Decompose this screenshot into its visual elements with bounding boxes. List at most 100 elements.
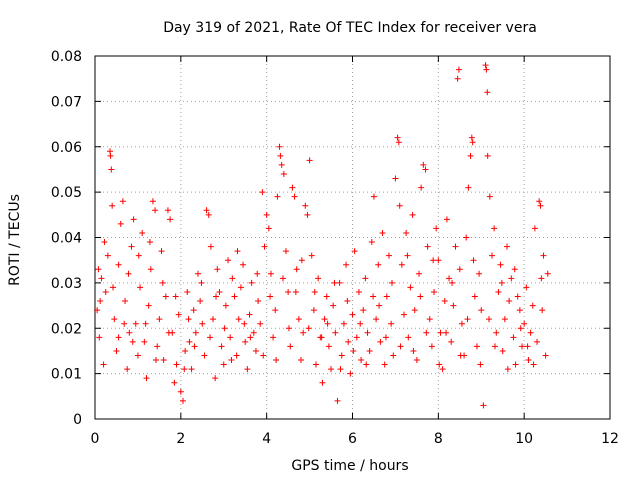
y-tick-label: 0.01 (51, 367, 82, 383)
data-point (121, 320, 128, 327)
data-point (225, 257, 232, 264)
data-point (248, 279, 255, 286)
data-point (124, 366, 131, 373)
data-point (424, 243, 431, 250)
data-point (182, 347, 189, 354)
data-point (205, 211, 212, 218)
data-point (504, 366, 511, 373)
data-point (246, 311, 253, 318)
data-point (396, 202, 403, 209)
data-point (181, 366, 188, 373)
data-point (538, 275, 545, 282)
data-point (357, 320, 364, 327)
data-point (185, 316, 192, 323)
data-point (448, 338, 455, 345)
data-point (403, 229, 410, 236)
data-point (379, 229, 386, 236)
data-point (388, 320, 395, 327)
data-point (310, 307, 317, 314)
data-point (273, 357, 280, 364)
data-point (101, 239, 108, 246)
data-point (469, 139, 476, 146)
data-point (480, 402, 487, 409)
y-tick-label: 0.07 (51, 94, 82, 110)
data-point (531, 225, 538, 232)
data-point (485, 316, 492, 323)
data-point (385, 252, 392, 259)
data-point (366, 347, 373, 354)
data-point (287, 343, 294, 350)
data-point (511, 266, 518, 273)
data-point (277, 152, 284, 159)
data-point (257, 320, 264, 327)
data-point (328, 366, 335, 373)
data-point (125, 270, 132, 277)
data-point (519, 343, 526, 350)
data-point (439, 366, 446, 373)
data-point (141, 338, 148, 345)
data-point (115, 261, 122, 268)
data-point (263, 211, 270, 218)
data-point (319, 379, 326, 386)
data-point (244, 366, 251, 373)
data-point (416, 270, 423, 277)
data-point (527, 329, 534, 336)
grid (95, 56, 610, 419)
data-point (349, 311, 356, 318)
y-tick-label: 0.05 (51, 185, 82, 201)
data-point (443, 216, 450, 223)
data-point (192, 329, 199, 336)
data-point (255, 298, 262, 305)
data-point (241, 320, 248, 327)
data-point (516, 307, 523, 314)
data-point (345, 338, 352, 345)
data-point (456, 266, 463, 273)
y-axis-label: ROTI / TECUs (7, 194, 23, 286)
data-point (353, 334, 360, 341)
x-axis-label: GPS time / hours (291, 458, 408, 474)
data-point (231, 293, 238, 300)
y-tick-label: 0.04 (51, 231, 82, 247)
data-point (207, 334, 214, 341)
data-point (218, 343, 225, 350)
data-point (279, 275, 286, 282)
x-tick-label: 12 (601, 431, 619, 447)
data-point (441, 298, 448, 305)
data-point (484, 152, 491, 159)
data-points (94, 62, 551, 409)
data-point (186, 338, 193, 345)
data-point (497, 261, 504, 268)
data-point (340, 320, 347, 327)
data-point (363, 361, 370, 368)
data-point (521, 320, 528, 327)
data-point (308, 252, 315, 259)
data-point (330, 302, 337, 309)
data-point (139, 229, 146, 236)
data-point (228, 357, 235, 364)
data-point (376, 302, 383, 309)
data-point (411, 307, 418, 314)
data-point (113, 347, 120, 354)
data-point (197, 298, 204, 305)
data-point (272, 307, 279, 314)
data-point (97, 298, 104, 305)
y-tick-label: 0.03 (51, 276, 82, 292)
data-point (449, 279, 456, 286)
data-point (102, 288, 109, 295)
data-point (370, 193, 377, 200)
data-point (159, 279, 166, 286)
data-point (240, 261, 247, 268)
data-point (188, 366, 195, 373)
data-point (446, 275, 453, 282)
data-point (265, 225, 272, 232)
data-point (213, 293, 220, 300)
data-point (117, 220, 124, 227)
data-point (524, 343, 531, 350)
data-point (289, 184, 296, 191)
data-point (302, 202, 309, 209)
data-point (491, 343, 498, 350)
data-point (338, 352, 345, 359)
data-point (147, 266, 154, 273)
data-point (292, 288, 299, 295)
data-point (534, 338, 541, 345)
